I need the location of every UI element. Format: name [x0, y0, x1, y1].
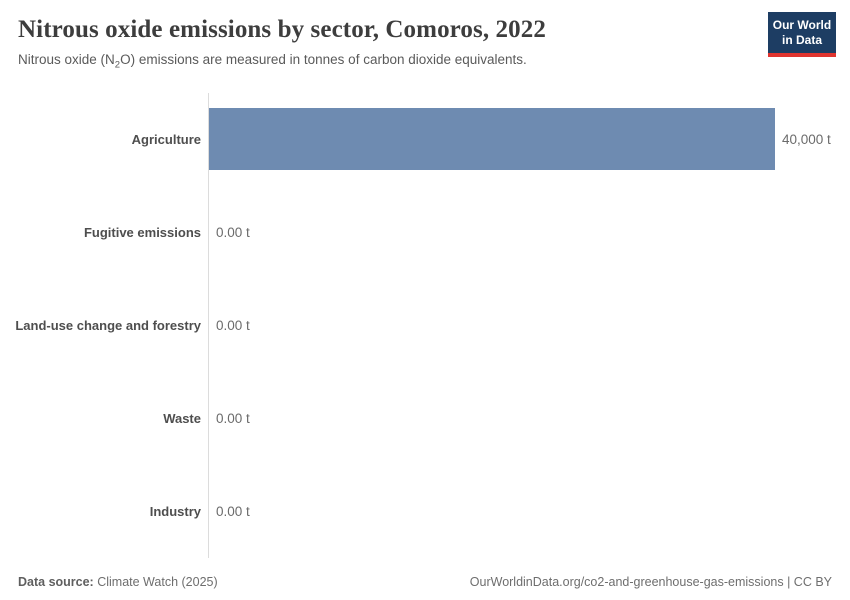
category-label: Fugitive emissions — [83, 224, 201, 240]
bar-row-fugitive-emissions: Fugitive emissions 0.00 t — [0, 185, 850, 279]
data-source-link[interactable]: Climate Watch (2025) — [97, 575, 218, 590]
category-label: Industry — [149, 503, 201, 519]
bar-track: 0.00 t — [208, 464, 850, 558]
value-label: 0.00 t — [216, 410, 250, 426]
subtitle-subscript: 2 — [114, 59, 121, 71]
bar-row-industry: Industry 0.00 t — [0, 464, 850, 558]
owid-logo[interactable]: Our World in Data — [768, 12, 836, 57]
bar-track: 0.00 t — [208, 371, 850, 465]
owid-logo-line1: Our World — [772, 18, 832, 32]
bar-agriculture[interactable] — [209, 108, 775, 171]
value-label: 0.00 t — [216, 224, 250, 240]
chart-footer: Data source: Climate Watch (2025) OurWor… — [0, 558, 850, 600]
bar-row-land-use-change-and-forestry: Land-use change and forestry 0.00 t — [0, 278, 850, 372]
value-label: 0.00 t — [216, 503, 250, 519]
category-label: Waste — [163, 410, 201, 426]
category-label: Agriculture — [131, 131, 201, 147]
data-source: Data source: Climate Watch (2025) — [18, 575, 218, 589]
data-source-label: Data source: — [18, 575, 94, 590]
chart-header: Nitrous oxide emissions by sector, Comor… — [0, 0, 850, 74]
bar-track: 0.00 t — [208, 278, 850, 372]
bar-chart: Agriculture 40,000 t Fugitive emissions … — [0, 92, 850, 558]
bar-row-waste: Waste 0.00 t — [0, 371, 850, 465]
subtitle-text-post: O) emissions are measured in tonnes of c… — [120, 52, 527, 67]
bar-track: 0.00 t — [208, 185, 850, 279]
subtitle-text-pre: Nitrous oxide (N — [18, 52, 115, 67]
chart-subtitle: Nitrous oxide (N2O) emissions are measur… — [18, 51, 832, 74]
footer-url-license[interactable]: OurWorldinData.org/co2-and-greenhouse-ga… — [469, 575, 832, 590]
category-label: Land-use change and forestry — [15, 317, 201, 333]
owid-logo-line2: in Data — [781, 33, 822, 47]
value-label: 0.00 t — [216, 317, 250, 333]
bar-track: 40,000 t — [208, 92, 850, 186]
value-label: 40,000 t — [782, 131, 831, 147]
chart-title: Nitrous oxide emissions by sector, Comor… — [18, 16, 546, 43]
bar-row-agriculture: Agriculture 40,000 t — [0, 92, 850, 186]
